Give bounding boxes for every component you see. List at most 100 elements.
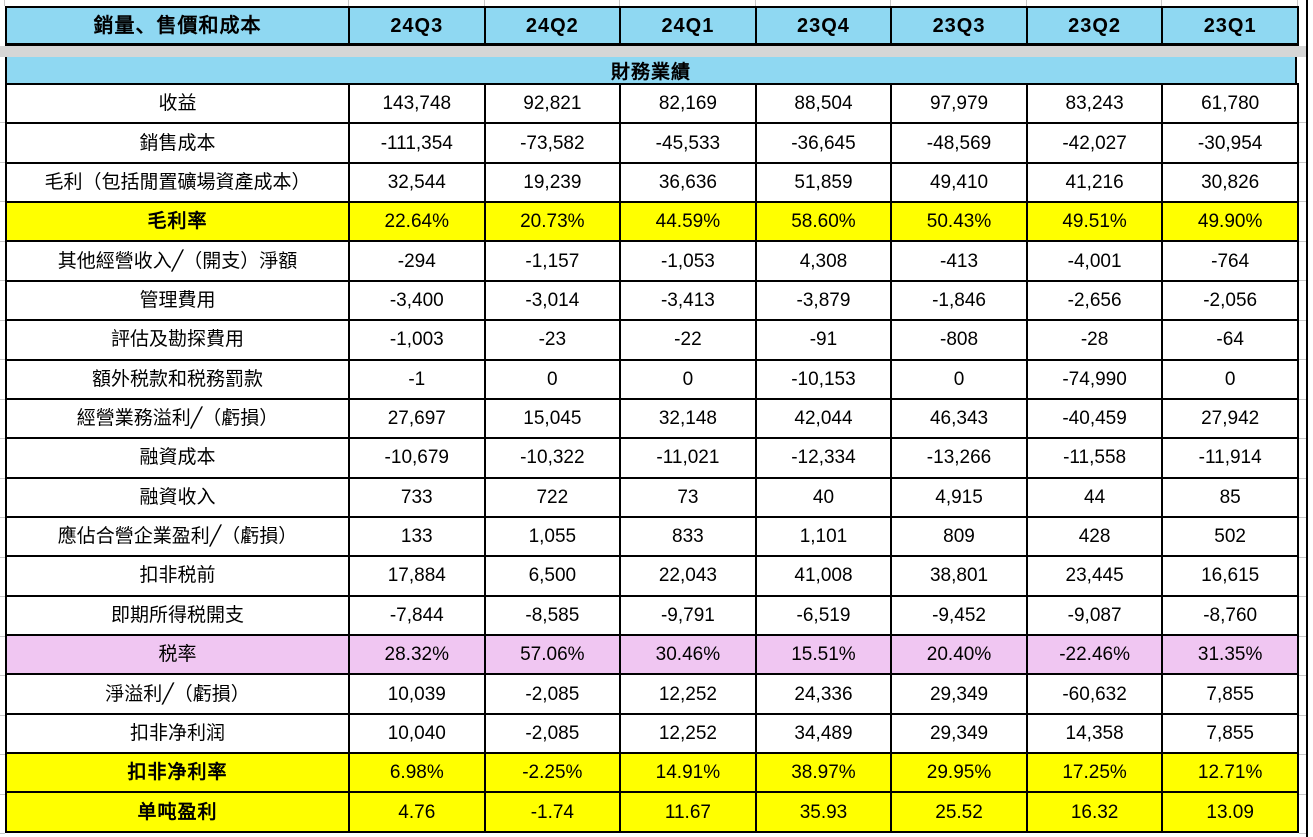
cell: -11,558 [1025,437,1164,479]
cell: 23,445 [1025,555,1164,597]
cell: 58.60% [754,201,893,243]
cell: 4,915 [890,476,1028,518]
gridline-tick-vertical [348,0,349,6]
table-row: 收益 143,748 92,821 82,169 88,504 97,979 83,243 6… [5,82,1299,125]
cell: -2,656 [1025,279,1164,322]
header-quarter-23q4: 23Q4 [754,6,893,46]
cell: 88,504 [754,82,893,125]
row-label: 扣非税前 [5,555,350,597]
gridline-tick-horizontal [1299,596,1306,598]
cell: -36,645 [754,122,893,164]
cell: 61,780 [1161,82,1299,125]
header-row: 銷量、售價和成本 24Q3 24Q2 24Q1 23Q4 23Q3 23Q2 23Q1 [5,6,1299,46]
row-label: 扣非净利润 [5,712,350,755]
cell: 1,101 [754,515,893,558]
gridline-tick-horizontal [1299,161,1306,163]
cell: 41,216 [1025,161,1164,204]
row-label: 額外税款和税務罰款 [5,358,350,400]
table-row: 管理費用 -3,400 -3,014 -3,413 -3,879 -1,846 -2,656… [5,279,1299,322]
row-label: 融資收入 [5,476,350,518]
cell: 17.25% [1025,752,1164,794]
table-row: 融資成本 -10,679 -10,322 -11,021 -12,334 -13,266-… [5,437,1299,479]
cell: -48,569 [890,122,1028,164]
table-row: 其他經營收入╱（開支）淨額 -294 -1,157 -1,053 4,308 -413 -4… [5,240,1299,282]
gridline-tick-horizontal [1299,714,1306,716]
cell: 809 [890,515,1028,558]
cell: -2,085 [483,712,622,755]
gridline-tick-horizontal [1299,122,1306,124]
cell: -9,791 [619,594,757,637]
cell: -22 [619,319,757,361]
table-row: 毛利（包括閒置礦場資產成本） 32,544 19,239 36,636 51,859 49… [5,161,1299,204]
cell: -2,085 [483,673,622,715]
cell: -73,582 [483,122,622,164]
gridline-tick-horizontal [1299,319,1306,321]
cell: 46,343 [890,397,1028,440]
cell: -1.74 [483,791,622,833]
cell: 1,055 [483,515,622,558]
separator-strip [0,46,1306,57]
gridline-tick-horizontal [0,793,5,795]
cell: 4,308 [754,240,893,282]
gridline-tick-horizontal [1299,359,1306,361]
row-label: 即期所得税開支 [5,594,350,637]
gridline-tick-vertical [483,0,485,6]
cell: 22.64% [348,201,486,243]
cell: -1 [348,358,486,400]
cell: 20.40% [890,634,1028,676]
cell: -10,153 [754,358,893,400]
cell: 29,349 [890,673,1028,715]
cell: 12.71% [1161,752,1299,794]
table-row: 評估及勘探費用 -1,003 -23 -22 -91 -808 -28 -64 [5,319,1299,361]
gridline-tick-horizontal [0,359,5,361]
cell: -3,014 [483,279,622,322]
row-label: 毛利（包括閒置礦場資產成本） [5,161,350,204]
cell: -1,053 [619,240,757,282]
cell: -91 [754,319,893,361]
gridline-tick-horizontal [0,714,5,716]
row-label: 税率 [5,634,350,676]
gridline-tick-horizontal [0,754,5,756]
cell: 85 [1161,476,1299,518]
gridline-tick-horizontal [1299,556,1306,558]
cell: -294 [348,240,486,282]
cell: 0 [483,358,622,400]
cell: 30.46% [619,634,757,676]
cell: 16,615 [1161,555,1299,597]
row-label: 收益 [5,82,350,125]
gridline-tick-horizontal [0,201,5,203]
gridline-tick-vertical [890,0,892,6]
cell: -1,157 [483,240,622,282]
cell: 4.76 [348,791,486,833]
header-quarter-24q3: 24Q3 [348,6,486,46]
cell: 0 [1161,358,1299,400]
cell: 13.09 [1161,791,1299,833]
cell: 20.73% [483,201,622,243]
gridline-tick-vertical [4,0,5,6]
cell: -64 [1161,319,1299,361]
table-row: 應佔合營企業盈利╱（虧損） 133 1,055 833 1,101 809 428 502 [5,515,1299,558]
cell: -12,334 [754,437,893,479]
table-row: 扣非净利润 10,040 -2,085 12,252 34,489 29,349 14,35… [5,712,1299,755]
row-label: 单吨盈利 [5,791,350,833]
gridline-tick-horizontal [0,240,5,242]
cell: -9,452 [890,594,1028,637]
cell: 14,358 [1025,712,1164,755]
gridline-tick-horizontal [1299,675,1306,677]
cell: -1,846 [890,279,1028,322]
cell: -413 [890,240,1028,282]
row-label: 其他經營收入╱（開支）淨額 [5,240,350,282]
cell: -42,027 [1025,122,1164,164]
cell: -8,585 [483,594,622,637]
cell: 38,801 [890,555,1028,597]
table-row: 即期所得税開支 -7,844 -8,585 -9,791 -6,519 -9,452 -9,… [5,594,1299,637]
cell: 27,942 [1161,397,1299,440]
cell: 15,045 [483,397,622,440]
cell: 36,636 [619,161,757,204]
cell: 97,979 [890,82,1028,125]
gridline-tick-horizontal [0,675,5,677]
cell: 0 [890,358,1028,400]
cell: 19,239 [483,161,622,204]
table-row: 单吨盈利 4.76 -1.74 11.67 35.93 25.52 16.32 13.09 [5,791,1299,833]
cell: 49.51% [1025,201,1164,243]
